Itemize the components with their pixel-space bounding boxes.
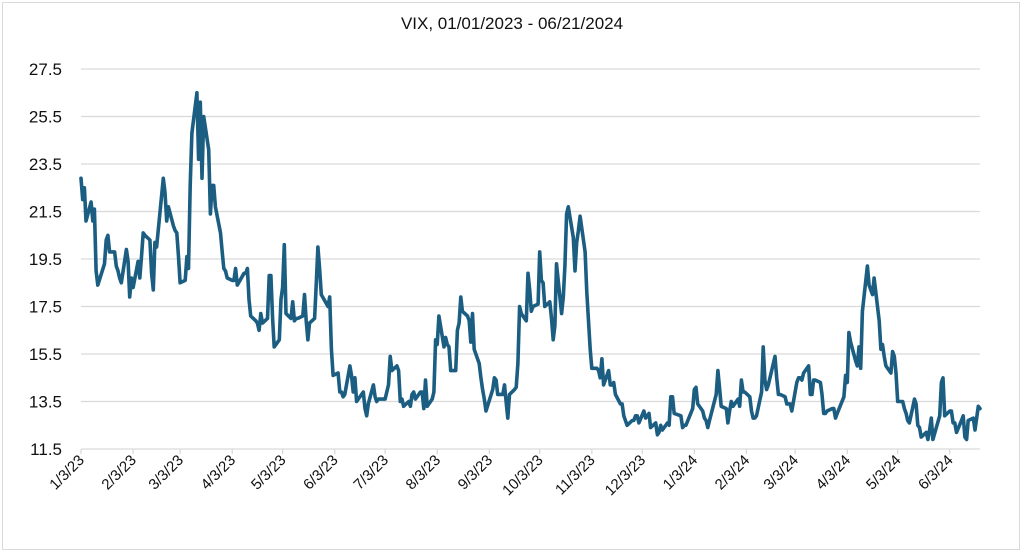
x-tick-label: 7/3/23 <box>350 452 392 494</box>
x-tick-label: 6/3/23 <box>300 452 342 494</box>
x-tick-label: 8/3/23 <box>403 452 445 494</box>
vix-series-line <box>79 91 982 442</box>
y-tick-label: 19.5 <box>29 250 62 269</box>
y-tick-label: 17.5 <box>29 298 62 317</box>
x-tick-label: 10/3/23 <box>499 452 546 499</box>
y-tick-label: 15.5 <box>29 345 62 364</box>
x-tick-label: 6/3/24 <box>915 452 957 494</box>
x-tick-label: 1/3/24 <box>660 452 702 494</box>
y-tick-label: 21.5 <box>29 203 62 222</box>
x-tick-label: 4/3/24 <box>813 452 855 494</box>
x-tick-label: 5/3/24 <box>863 452 905 494</box>
x-tick-label: 3/3/24 <box>760 452 802 494</box>
y-tick-label: 27.5 <box>29 60 62 79</box>
x-tick-label: 2/3/24 <box>712 452 754 494</box>
y-tick-label: 25.5 <box>29 108 62 127</box>
y-axis: 27.5 25.5 23.5 21.5 19.5 17.5 15.5 13.5 11.5 <box>29 60 62 459</box>
x-tick-label: 12/3/23 <box>602 452 649 499</box>
chart-title: VIX, 01/01/2023 - 06/21/2024 <box>400 14 624 33</box>
y-tick-label: 11.5 <box>30 440 62 459</box>
x-tick-label: 4/3/23 <box>198 452 240 494</box>
y-tick-label: 13.5 <box>29 393 62 412</box>
x-tick-label: 11/3/23 <box>552 452 599 499</box>
gridlines <box>81 68 980 450</box>
y-tick-label: 23.5 <box>29 155 62 174</box>
x-tick-label: 3/3/23 <box>145 452 187 494</box>
x-axis: 1/3/23 2/3/23 3/3/23 4/3/23 5/3/23 6/3/23 7/3/… <box>46 449 957 499</box>
x-tick-label: 2/3/23 <box>98 452 140 494</box>
x-tick-label: 9/3/23 <box>455 452 497 494</box>
x-tick-label: 5/3/23 <box>248 452 290 494</box>
